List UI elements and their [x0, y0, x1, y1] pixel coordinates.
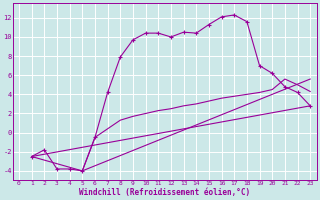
X-axis label: Windchill (Refroidissement éolien,°C): Windchill (Refroidissement éolien,°C) [79, 188, 250, 197]
